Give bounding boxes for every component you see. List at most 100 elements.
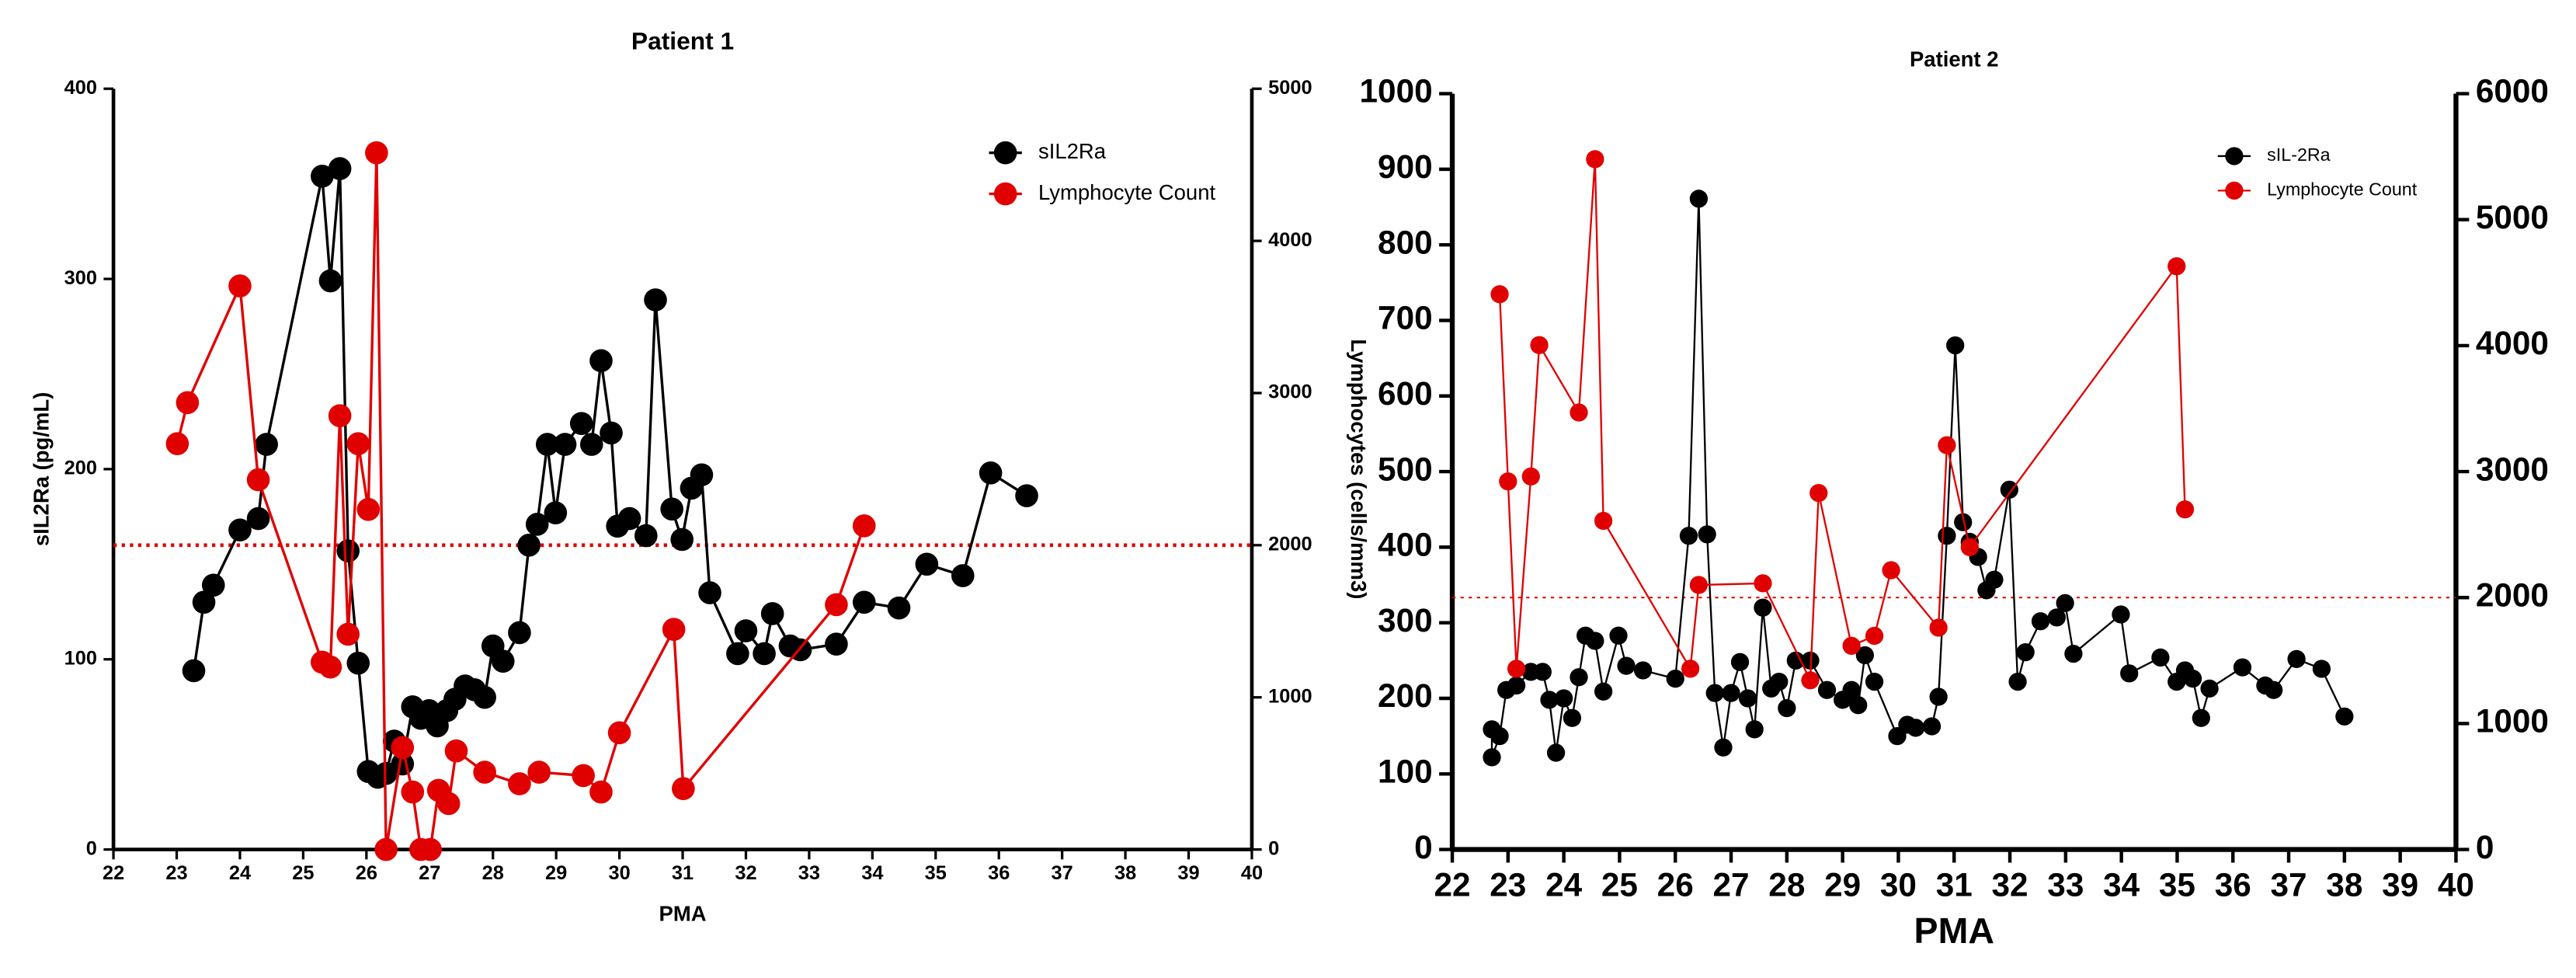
y-tick-label: 400: [64, 77, 97, 99]
data-point: [852, 590, 876, 614]
data-point: [201, 573, 225, 597]
data-point: [1865, 626, 1884, 646]
data-point: [1507, 676, 1526, 695]
data-point: [2168, 257, 2186, 276]
y-tick-label: 300: [1378, 602, 1433, 639]
y2-tick-label: 4000: [2476, 325, 2549, 361]
data-point: [517, 534, 541, 557]
y2-tick-label: 5000: [2476, 199, 2549, 235]
legend-marker: [2225, 147, 2244, 165]
x-tick-label: 23: [1490, 866, 1526, 903]
x-axis-label: PMA: [659, 901, 706, 925]
data-point: [1698, 525, 1716, 544]
data-point: [1633, 661, 1653, 680]
x-tick-label: 38: [1114, 862, 1136, 884]
data-point: [644, 288, 667, 311]
data-point: [1563, 708, 1582, 727]
y2-tick-label: 5000: [1268, 77, 1312, 99]
data-point: [1015, 484, 1038, 507]
data-point: [1570, 403, 1588, 422]
x-tick-label: 25: [292, 862, 314, 884]
data-point: [1754, 574, 1772, 593]
data-point: [2233, 658, 2252, 677]
x-tick-label: 26: [356, 862, 377, 884]
data-point: [2016, 642, 2035, 662]
data-point: [2192, 708, 2210, 727]
data-point: [589, 349, 613, 373]
data-point: [318, 655, 342, 679]
y-tick-label: 700: [1378, 300, 1433, 336]
data-point: [1530, 336, 1549, 354]
y2-tick-label: 1000: [2476, 703, 2549, 740]
x-tick-label: 38: [2326, 866, 2362, 903]
data-point: [328, 404, 352, 427]
data-point: [579, 433, 603, 456]
y-tick-label: 100: [1378, 753, 1433, 789]
x-tick-label: 35: [925, 862, 947, 884]
data-point: [553, 433, 577, 456]
data-point: [2175, 500, 2195, 519]
data-point: [2008, 672, 2027, 691]
data-point: [346, 432, 370, 456]
data-point: [690, 463, 714, 487]
data-point: [1778, 698, 1796, 718]
data-point: [365, 141, 388, 165]
data-point: [228, 274, 252, 298]
x-tick-label: 31: [1936, 866, 1973, 903]
data-point: [2047, 608, 2066, 627]
x-tick-label: 29: [1824, 866, 1861, 903]
data-point: [617, 506, 641, 531]
data-point: [1689, 190, 1709, 208]
data-point: [2335, 707, 2354, 726]
data-point: [1507, 660, 1526, 678]
data-point: [328, 157, 352, 180]
x-tick-label: 22: [103, 862, 124, 884]
data-point: [1954, 513, 1973, 531]
legend-marker: [993, 182, 1017, 206]
data-point: [2064, 644, 2083, 663]
data-point: [734, 619, 758, 642]
data-point: [1865, 672, 1884, 691]
data-point: [760, 602, 784, 625]
data-point: [1855, 646, 1874, 665]
data-point: [1817, 680, 1837, 699]
data-point: [1546, 743, 1566, 762]
data-point: [246, 468, 270, 492]
data-point: [600, 421, 623, 445]
data-point: [1594, 511, 1613, 531]
data-point: [1705, 684, 1724, 702]
data-point: [1786, 651, 1805, 670]
x-tick-label: 26: [1657, 866, 1694, 903]
data-point: [660, 497, 683, 521]
data-point: [346, 651, 370, 675]
data-point: [2056, 593, 2074, 613]
x-axis-label: PMA: [1914, 910, 1994, 951]
chart-title: Patient 2: [1910, 47, 1999, 71]
data-point: [1929, 687, 1948, 706]
y-tick-label: 0: [1414, 829, 1433, 865]
data-point: [1946, 336, 1965, 355]
y2-tick-label: 0: [2476, 829, 2494, 865]
data-point: [527, 760, 551, 784]
y2-tick-label: 6000: [2476, 73, 2549, 110]
data-point: [1666, 670, 1684, 688]
data-point: [1570, 668, 1588, 687]
data-point: [311, 165, 334, 188]
data-point: [569, 412, 593, 435]
data-point: [1483, 748, 1501, 767]
data-point: [1617, 656, 1636, 675]
data-point: [318, 269, 342, 293]
x-tick-label: 32: [1992, 866, 2028, 903]
y2-tick-label: 2000: [2476, 576, 2549, 613]
y-tick-label: 200: [1378, 677, 1433, 714]
data-point: [2200, 679, 2219, 698]
chart-title: Patient 1: [631, 26, 734, 54]
data-point: [915, 552, 939, 576]
data-point: [2151, 648, 2170, 667]
data-point: [525, 513, 549, 536]
data-point: [491, 649, 515, 673]
data-point: [1849, 696, 1868, 715]
data-point: [2287, 649, 2306, 669]
series-line: [192, 168, 1027, 779]
